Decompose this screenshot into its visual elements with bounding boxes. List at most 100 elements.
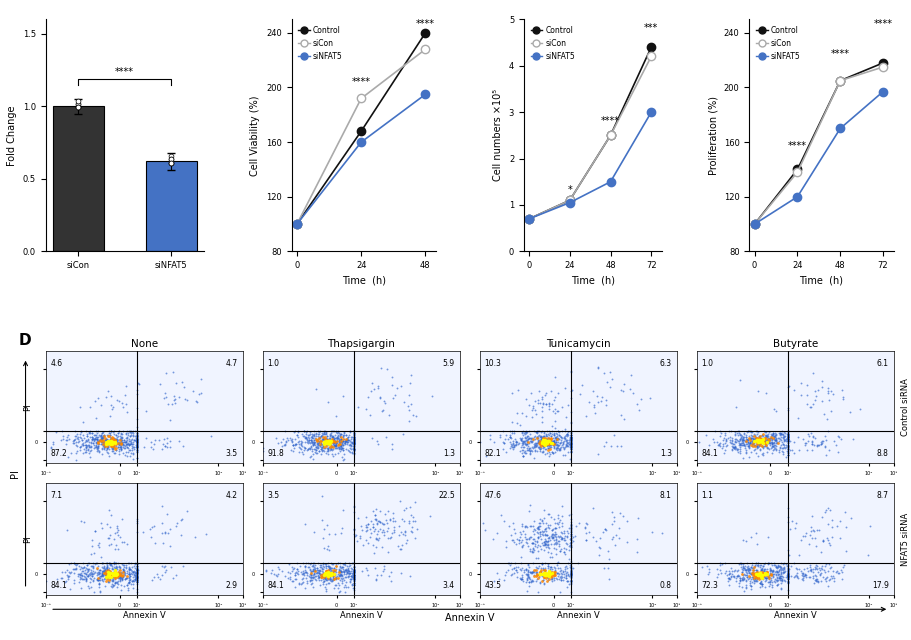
Point [96,431,110,442]
Point [149,570,164,580]
Point [95,427,109,437]
Point [346,436,361,447]
Point [536,540,550,550]
Point [544,529,558,540]
Point [547,423,561,433]
Point [114,428,128,438]
Point [312,431,326,442]
Point [507,434,521,444]
Point [49,573,64,584]
Point [530,586,545,596]
Point [558,576,573,586]
Point [772,564,786,574]
Point [774,447,789,457]
Point [780,545,794,555]
Point [745,573,760,583]
Point [742,426,756,436]
Point [318,559,333,570]
Point [766,431,781,441]
Point [563,566,578,577]
Point [743,568,758,578]
Point [517,429,532,439]
Point [100,564,115,574]
Point [780,429,794,440]
Point [422,511,436,521]
Point [730,444,744,454]
Point [563,446,578,456]
Point [85,431,99,442]
Point [258,566,272,577]
Point [780,574,794,584]
Text: 84.1: 84.1 [50,580,67,590]
Point [553,444,568,454]
Point [101,568,116,579]
Point [322,568,337,579]
Point [384,372,399,382]
Point [534,568,548,579]
Point [528,541,543,552]
Point [320,578,334,588]
Point [166,367,180,378]
Point [111,438,126,448]
Point [109,577,124,587]
Point [343,566,358,576]
Point [556,543,570,554]
Point [750,571,764,581]
Point [814,438,828,449]
Point [538,536,553,546]
Point [346,565,361,575]
Text: ****: **** [352,77,370,87]
Point [531,430,546,440]
Point [789,572,804,582]
Point [548,538,563,548]
Point [744,565,759,575]
Point [726,571,741,581]
Point [779,433,793,444]
Point [81,580,96,591]
Point [371,439,385,449]
Point [307,429,322,440]
Point [523,435,537,445]
Point [101,430,116,440]
Point [99,443,114,453]
Point [751,568,765,578]
Point [751,431,765,441]
Point [114,429,128,439]
Point [107,572,121,582]
Point [719,441,733,451]
Point [102,428,117,438]
Point [346,433,361,443]
Point [304,429,319,440]
Point [804,532,818,543]
Point [539,538,554,548]
Point [129,434,144,444]
Point [322,436,336,447]
Point [318,573,333,584]
Title: Tunicamycin: Tunicamycin [546,339,609,349]
Point [769,575,783,585]
Point [754,571,769,581]
Point [334,562,349,572]
Point [772,430,786,440]
Point [530,398,545,408]
Point [129,437,144,447]
Point [313,568,328,579]
Point [94,433,108,444]
Point [514,529,528,539]
Point [120,442,135,452]
Point [313,560,328,570]
Point [106,567,120,577]
Point [368,515,383,525]
Point [312,440,326,451]
Point [547,527,561,537]
Point [774,444,789,454]
Point [109,445,124,455]
Point [334,452,349,462]
Point [541,398,556,408]
Point [325,572,340,582]
Point [537,564,551,575]
Point [87,442,101,452]
Point [112,440,127,450]
Point [555,449,569,460]
Point [129,426,144,436]
